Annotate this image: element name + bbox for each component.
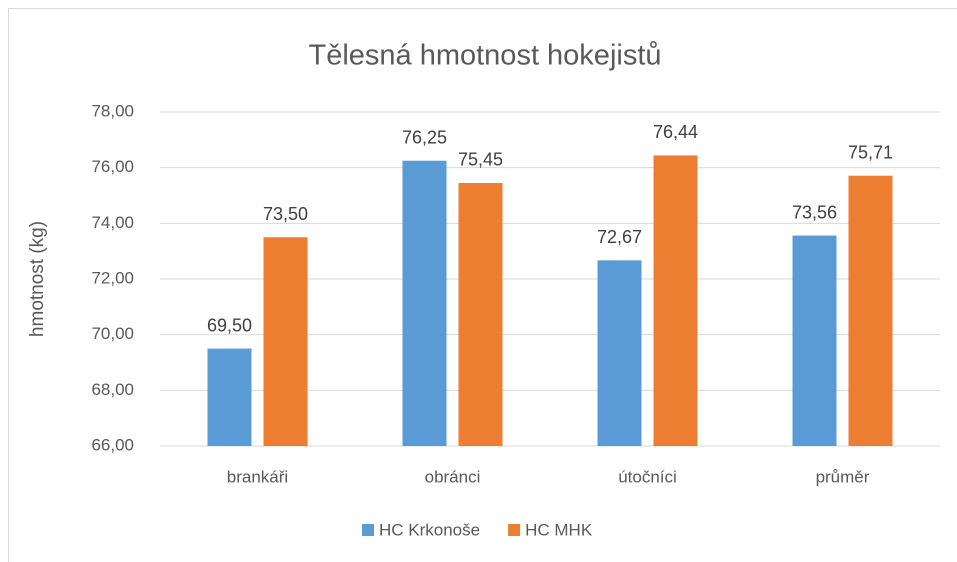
y-tick-label: 66,00 xyxy=(91,435,134,454)
data-label: 76,25 xyxy=(402,127,447,147)
bar xyxy=(263,237,308,446)
data-label: 69,50 xyxy=(207,315,252,335)
chart-title: Tělesná hmotnost hokejistů xyxy=(308,40,661,72)
y-tick-label: 76,00 xyxy=(91,157,134,176)
y-tick-label: 70,00 xyxy=(91,324,134,343)
y-axis-label: hmotnost (kg) xyxy=(27,221,48,337)
legend-swatch xyxy=(508,524,521,536)
data-label: 75,71 xyxy=(848,142,893,162)
x-tick-label: obránci xyxy=(425,467,481,486)
bar xyxy=(848,175,893,446)
bar xyxy=(792,235,837,446)
bar xyxy=(458,182,503,446)
data-label: 73,50 xyxy=(263,204,308,224)
legend-label: HC MHK xyxy=(525,520,593,539)
x-tick-label: brankáři xyxy=(227,467,288,486)
bar xyxy=(597,260,642,446)
bar xyxy=(653,155,698,447)
bar xyxy=(402,160,447,447)
bar xyxy=(207,348,252,446)
chart-frame xyxy=(8,8,957,562)
data-label: 73,56 xyxy=(792,202,837,222)
data-label: 75,45 xyxy=(458,150,503,170)
y-tick-label: 74,00 xyxy=(91,213,134,232)
x-tick-label: průměr xyxy=(816,467,870,486)
legend-label: HC Krkonoše xyxy=(379,520,480,539)
data-label: 72,67 xyxy=(597,227,642,247)
y-tick-label: 72,00 xyxy=(91,268,134,287)
x-tick-label: útočníci xyxy=(618,467,677,486)
y-tick-label: 78,00 xyxy=(91,101,134,120)
y-tick-label: 68,00 xyxy=(91,380,134,399)
data-label: 76,44 xyxy=(653,122,698,142)
legend-swatch xyxy=(362,524,374,536)
